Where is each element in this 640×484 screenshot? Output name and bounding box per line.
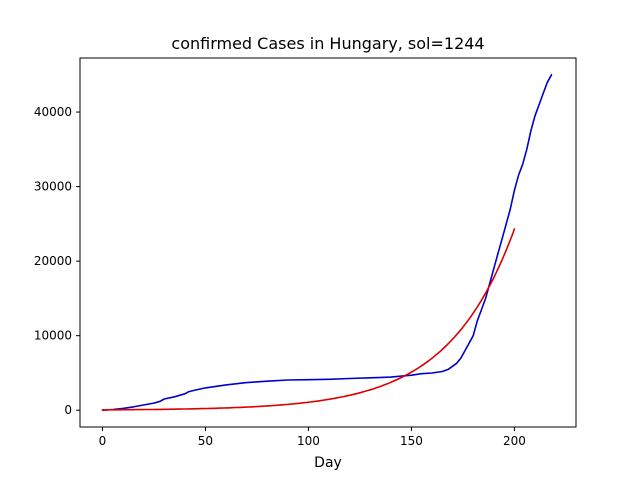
x-tick-label: 0 xyxy=(99,434,107,448)
x-tick-label: 100 xyxy=(297,434,320,448)
x-tick-label: 200 xyxy=(503,434,526,448)
y-tick-label: 40000 xyxy=(34,105,72,119)
y-tick-label: 0 xyxy=(64,403,72,417)
chart-marks xyxy=(101,74,553,411)
y-tick-label: 10000 xyxy=(34,329,72,343)
series-line-fit xyxy=(101,228,516,411)
series-line-confirmed xyxy=(101,74,553,411)
chart-title: confirmed Cases in Hungary, sol=1244 xyxy=(171,34,484,53)
x-tick-label: 150 xyxy=(400,434,423,448)
axes-frame xyxy=(79,57,577,428)
y-tick-label: 30000 xyxy=(34,180,72,194)
x-axis-label: Day xyxy=(314,455,342,471)
y-axis-ticks: 0 10000 20000 30000 40000 xyxy=(34,105,80,417)
x-axis-ticks: 0 50 100 150 200 xyxy=(99,427,526,448)
x-tick-label: 50 xyxy=(198,434,213,448)
y-tick-label: 20000 xyxy=(34,254,72,268)
